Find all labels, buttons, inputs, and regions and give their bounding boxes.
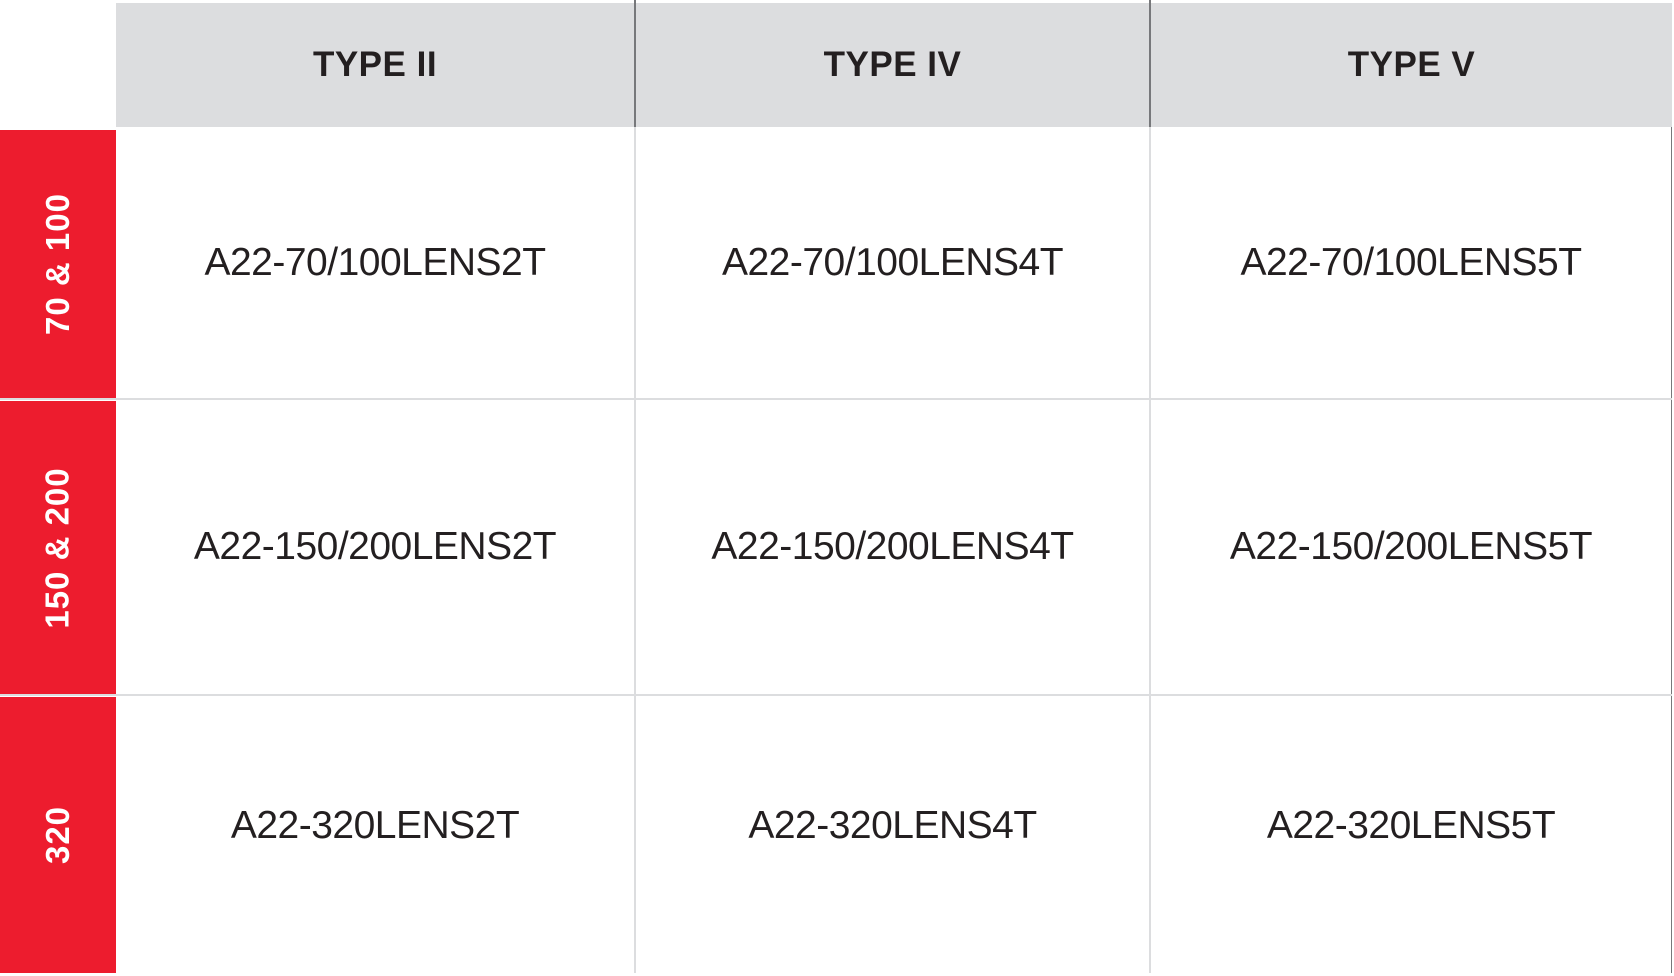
grid-line <box>0 398 1672 400</box>
table-cell: A22-70/100LENS4T <box>721 240 1064 284</box>
table-cell: A22-320LENS2T <box>230 804 520 847</box>
table-cell: A22-150/200LENS5T <box>1229 525 1593 568</box>
grid-line <box>1149 127 1151 973</box>
table-cell: A22-150/200LENS4T <box>711 525 1074 568</box>
column-header-type-iv: TYPE IV <box>636 3 1149 127</box>
table-cell: A22-70/100LENS5T <box>1240 240 1582 284</box>
column-header-type-v: TYPE V <box>1151 3 1672 127</box>
row-label-70-100: 70 & 100 <box>0 130 116 398</box>
table-cell: A22-320LENS5T <box>1266 804 1556 847</box>
row-label-text: 70 & 100 <box>39 193 76 335</box>
row-label-text: 320 <box>39 805 76 865</box>
grid-line <box>634 127 636 973</box>
header-divider <box>634 0 636 127</box>
grid-line <box>1671 127 1672 973</box>
table-cell: A22-320LENS4T <box>748 804 1037 847</box>
row-label-320: 320 <box>0 697 116 973</box>
table-cell: A22-150/200LENS2T <box>193 525 557 568</box>
row-label-150-200: 150 & 200 <box>0 401 116 694</box>
row-label-text: 150 & 200 <box>39 466 77 629</box>
column-header-type-ii: TYPE II <box>116 3 634 127</box>
header-divider <box>1149 0 1151 127</box>
grid-line <box>0 694 1672 696</box>
table-cell: A22-70/100LENS2T <box>204 240 546 284</box>
